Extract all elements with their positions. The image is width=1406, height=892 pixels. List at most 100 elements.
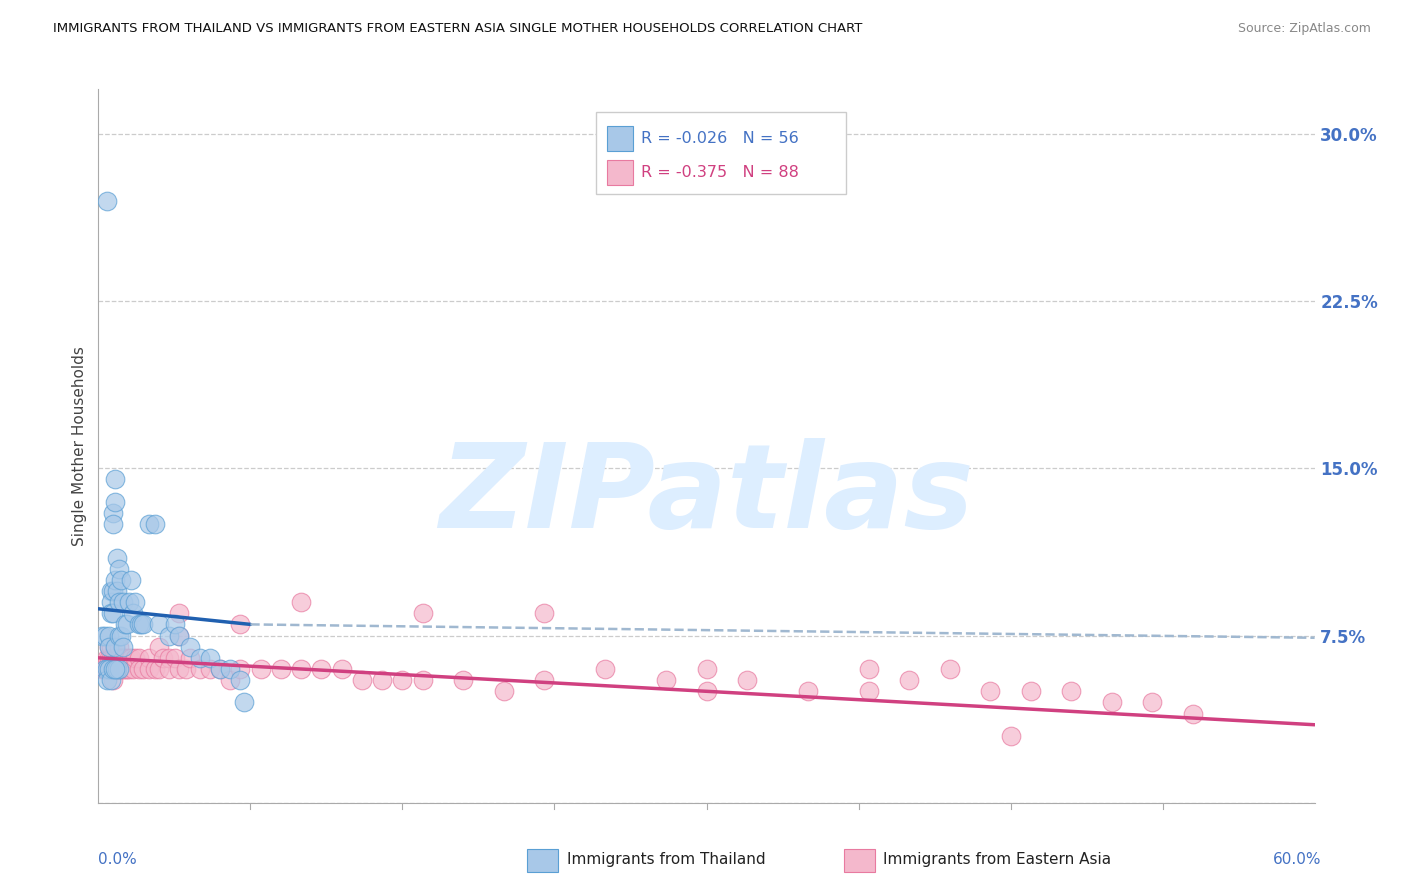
Y-axis label: Single Mother Households: Single Mother Households	[72, 346, 87, 546]
Point	[105, 662, 128, 676]
Point	[105, 550, 128, 565]
Point	[169, 662, 191, 676]
Point	[101, 607, 124, 621]
Point	[858, 662, 880, 676]
Point	[96, 651, 118, 665]
Point	[157, 628, 180, 642]
Point	[114, 617, 136, 632]
Point	[120, 651, 142, 665]
Point	[492, 684, 515, 698]
Point	[152, 651, 174, 665]
Point	[105, 583, 128, 598]
Point	[100, 662, 122, 676]
Point	[107, 662, 129, 676]
Point	[97, 640, 120, 654]
Point	[105, 651, 128, 665]
Point	[898, 673, 921, 687]
Point	[138, 517, 160, 532]
Point	[101, 517, 124, 532]
Point	[104, 662, 127, 676]
Point	[97, 662, 120, 676]
Point	[290, 595, 312, 609]
Point	[124, 651, 146, 665]
Point	[93, 628, 115, 642]
Point	[179, 640, 201, 654]
Point	[110, 628, 132, 642]
Point	[209, 662, 232, 676]
Point	[118, 651, 141, 665]
Text: Immigrants from Eastern Asia: Immigrants from Eastern Asia	[883, 853, 1111, 867]
Point	[93, 662, 115, 676]
Point	[453, 673, 475, 687]
Point	[114, 662, 136, 676]
Point	[104, 651, 127, 665]
Point	[96, 662, 118, 676]
Point	[412, 673, 434, 687]
Point	[169, 607, 191, 621]
Text: R = -0.375   N = 88: R = -0.375 N = 88	[641, 165, 799, 179]
Point	[100, 673, 122, 687]
Point	[169, 628, 191, 642]
Point	[157, 662, 180, 676]
Text: Source: ZipAtlas.com: Source: ZipAtlas.com	[1237, 22, 1371, 36]
Point	[97, 662, 120, 676]
Point	[148, 617, 170, 632]
Point	[696, 684, 718, 698]
Text: Immigrants from Thailand: Immigrants from Thailand	[567, 853, 765, 867]
Point	[107, 640, 129, 654]
Point	[174, 662, 197, 676]
Point	[110, 662, 132, 676]
Point	[111, 651, 134, 665]
Point	[104, 473, 127, 487]
Point	[350, 673, 373, 687]
Point	[219, 662, 242, 676]
Point	[157, 651, 180, 665]
Point	[118, 662, 141, 676]
Point	[229, 673, 252, 687]
Point	[107, 628, 129, 642]
Point	[104, 662, 127, 676]
Point	[198, 651, 221, 665]
Point	[188, 662, 211, 676]
Point	[797, 684, 820, 698]
Point	[138, 651, 160, 665]
Point	[143, 662, 166, 676]
Text: 0.0%: 0.0%	[98, 853, 138, 867]
Point	[105, 662, 128, 676]
Point	[533, 673, 555, 687]
Point	[101, 651, 124, 665]
Point	[100, 640, 122, 654]
Point	[110, 573, 132, 587]
Point	[115, 617, 138, 632]
Point	[100, 583, 122, 598]
Point	[107, 595, 129, 609]
Point	[219, 673, 242, 687]
Point	[101, 583, 124, 598]
Point	[143, 517, 166, 532]
Text: ZIPatlas: ZIPatlas	[439, 439, 974, 553]
Point	[188, 651, 211, 665]
Point	[128, 662, 150, 676]
Point	[128, 651, 150, 665]
Point	[1182, 706, 1205, 721]
Point	[533, 607, 555, 621]
Point	[97, 651, 120, 665]
Point	[696, 662, 718, 676]
Point	[593, 662, 616, 676]
Point	[655, 673, 678, 687]
Point	[165, 651, 187, 665]
Point	[96, 662, 118, 676]
Point	[249, 662, 271, 676]
Point	[120, 573, 142, 587]
Point	[104, 640, 127, 654]
Point	[290, 662, 312, 676]
Point	[735, 673, 758, 687]
Point	[104, 640, 127, 654]
Point	[104, 494, 127, 508]
Point	[97, 628, 120, 642]
Point	[148, 640, 170, 654]
Point	[391, 673, 413, 687]
Point	[371, 673, 394, 687]
Point	[101, 662, 124, 676]
Point	[858, 684, 880, 698]
